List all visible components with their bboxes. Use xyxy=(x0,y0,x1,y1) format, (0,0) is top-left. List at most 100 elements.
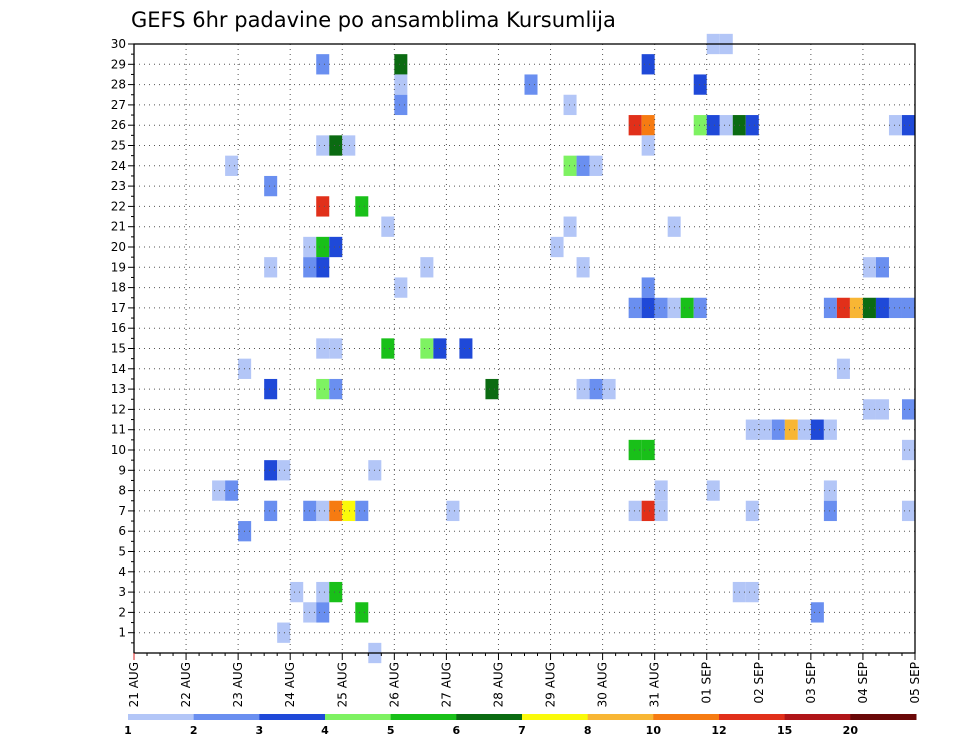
gridlines xyxy=(134,44,915,653)
y-tick-label: 13 xyxy=(111,382,126,396)
chart-title: GEFS 6hr padavine po ansamblima Kursumli… xyxy=(131,8,616,32)
y-tick-label: 28 xyxy=(111,78,126,92)
colorbar-segment xyxy=(193,714,260,720)
y-tick-label: 16 xyxy=(111,321,126,335)
x-tick-label: 30 AUG xyxy=(596,662,610,707)
y-tick-label: 9 xyxy=(118,463,126,477)
data-cell xyxy=(355,602,369,623)
x-tick-label: 21 AUG xyxy=(127,662,141,707)
data-cell xyxy=(316,602,330,623)
data-cell xyxy=(394,277,408,298)
data-cell xyxy=(836,358,850,379)
x-tick-label: 02 SEP xyxy=(752,662,766,704)
data-cell xyxy=(264,175,278,197)
data-cell xyxy=(693,74,707,95)
data-cell xyxy=(316,54,330,75)
y-tick-label: 29 xyxy=(111,57,126,71)
colorbar-label: 2 xyxy=(190,724,198,737)
data-cell xyxy=(329,338,343,359)
data-cell xyxy=(901,500,915,522)
colorbar-label: 5 xyxy=(387,724,395,737)
data-cell xyxy=(823,480,837,501)
y-tick-label: 18 xyxy=(111,281,126,295)
colorbar-label: 12 xyxy=(711,724,726,737)
data-cell xyxy=(355,500,369,522)
data-cell xyxy=(745,115,759,136)
colorbar-segment xyxy=(522,714,589,720)
data-cell xyxy=(589,378,603,400)
data-cell xyxy=(745,581,759,603)
x-tick-label: 31 AUG xyxy=(648,662,662,707)
data-cell xyxy=(576,257,590,278)
y-tick-label: 22 xyxy=(111,199,126,213)
data-cell xyxy=(264,500,278,522)
data-cell xyxy=(394,54,408,75)
colorbar-segment xyxy=(259,714,326,720)
data-cell xyxy=(823,500,837,522)
colorbar-segment xyxy=(390,714,457,720)
data-cell xyxy=(875,399,889,420)
data-cell xyxy=(628,297,642,319)
x-tick-label: 27 AUG xyxy=(439,662,453,707)
data-cell xyxy=(771,419,785,440)
x-tick-label: 26 AUG xyxy=(387,662,401,707)
data-cell xyxy=(355,196,369,217)
data-cell xyxy=(823,419,837,440)
data-cell xyxy=(641,277,655,298)
colorbar-label: 10 xyxy=(646,724,662,737)
data-cell xyxy=(316,338,330,359)
data-cell xyxy=(628,439,642,461)
data-cell xyxy=(784,419,798,440)
x-tick-label: 03 SEP xyxy=(804,662,818,704)
colorbar-segment xyxy=(719,714,786,720)
data-cell xyxy=(836,297,850,319)
data-cell xyxy=(225,480,239,501)
data-cell xyxy=(524,74,538,95)
data-cell xyxy=(823,297,837,319)
data-cell xyxy=(628,115,642,136)
data-cell xyxy=(901,399,915,420)
data-cell xyxy=(264,257,278,278)
data-cell xyxy=(316,378,330,400)
data-cell xyxy=(654,500,668,522)
y-tick-label: 2 xyxy=(118,605,126,619)
colorbar-segment xyxy=(784,714,851,720)
colorbar: 1 2 3 4 5 6 7 8 10 12 15 20 xyxy=(124,714,917,737)
data-cell xyxy=(576,378,590,400)
data-cell xyxy=(420,338,434,359)
y-tick-label: 12 xyxy=(111,402,126,416)
data-cell xyxy=(329,581,343,603)
data-cell xyxy=(277,622,291,643)
y-tick-label: 11 xyxy=(111,423,126,437)
y-tick-label: 19 xyxy=(111,260,126,274)
y-tick-label: 1 xyxy=(118,626,126,640)
data-cell xyxy=(810,419,824,440)
data-cell xyxy=(316,236,330,258)
x-tick-label: 05 SEP xyxy=(908,662,922,704)
colorbar-segment xyxy=(850,714,917,720)
y-tick-label: 8 xyxy=(118,484,126,498)
y-tick-label: 3 xyxy=(118,585,126,599)
data-cell xyxy=(888,297,902,319)
y-tick-label: 7 xyxy=(118,504,126,518)
x-tick-label: 23 AUG xyxy=(231,662,245,707)
y-tick-label: 4 xyxy=(118,565,126,579)
y-tick-label: 20 xyxy=(111,240,126,254)
x-tick-label: 04 SEP xyxy=(856,662,870,704)
y-tick-label: 5 xyxy=(118,545,126,559)
data-cell xyxy=(641,54,655,75)
data-cell xyxy=(810,602,824,623)
data-cell xyxy=(641,135,655,156)
data-cell xyxy=(589,155,603,176)
data-cell xyxy=(628,500,642,522)
y-tick-label: 15 xyxy=(111,342,126,356)
data-cell xyxy=(329,236,343,258)
data-cell xyxy=(693,115,707,136)
data-cell xyxy=(329,378,343,400)
colorbar-segment xyxy=(325,714,392,720)
data-cell xyxy=(394,74,408,95)
data-cell xyxy=(264,460,278,481)
y-tick-label: 10 xyxy=(111,443,126,457)
data-cell xyxy=(316,581,330,603)
colorbar-label: 8 xyxy=(584,724,592,737)
